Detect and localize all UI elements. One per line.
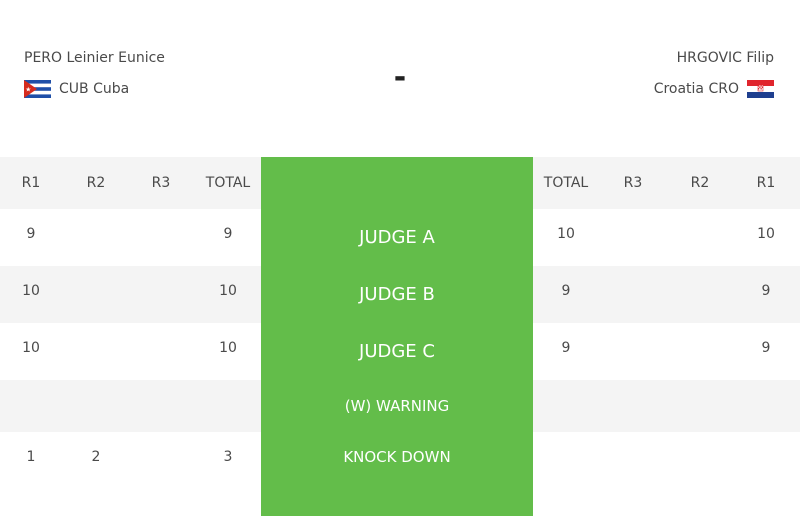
warning-label: (W) WARNING bbox=[344, 397, 450, 415]
left-athlete-country: CUB Cuba bbox=[24, 80, 129, 98]
column-header-total-right: TOTAL bbox=[543, 175, 589, 191]
right-r1-score: 9 bbox=[761, 340, 771, 356]
column-header-r1: R1 bbox=[21, 175, 41, 191]
column-header-total: TOTAL bbox=[205, 175, 251, 191]
right-total-score: 10 bbox=[557, 226, 575, 242]
left-r1-score: 10 bbox=[22, 340, 40, 356]
left-r2-score: 2 bbox=[91, 449, 101, 465]
column-header-r1-right: R1 bbox=[756, 175, 776, 191]
judge-b-label: JUDGE B bbox=[359, 284, 435, 305]
left-total-score: 9 bbox=[223, 226, 233, 242]
left-r1-score: 9 bbox=[26, 226, 36, 242]
column-header-r3: R3 bbox=[151, 175, 171, 191]
left-r1-score: 10 bbox=[22, 283, 40, 299]
judge-c-label: JUDGE C bbox=[359, 341, 435, 362]
column-header-r3-right: R3 bbox=[623, 175, 643, 191]
right-total-score: 9 bbox=[561, 340, 571, 356]
left-athlete-name[interactable]: PERO Leinier Eunice bbox=[24, 50, 165, 66]
knock-down-label: KNOCK DOWN bbox=[343, 448, 451, 466]
column-header-r2-right: R2 bbox=[690, 175, 710, 191]
judges-panel: JUDGE A JUDGE B JUDGE C (W) WARNING KNOC… bbox=[261, 157, 533, 516]
left-total-score: 3 bbox=[223, 449, 233, 465]
cuba-flag-icon bbox=[24, 80, 51, 98]
bout-score: - bbox=[393, 60, 407, 95]
right-athlete-country: Croatia CRO bbox=[654, 80, 774, 98]
croatia-flag-icon bbox=[747, 80, 774, 98]
bout-header: PERO Leinier Eunice CUB Cuba - HRGOVIC F… bbox=[0, 0, 800, 157]
right-r1-score: 10 bbox=[757, 226, 775, 242]
left-athlete-country-text: CUB Cuba bbox=[59, 81, 130, 97]
left-r1-score: 1 bbox=[26, 449, 36, 465]
column-header-r2: R2 bbox=[86, 175, 106, 191]
left-total-score: 10 bbox=[219, 283, 237, 299]
left-total-score: 10 bbox=[219, 340, 237, 356]
right-athlete-name[interactable]: HRGOVIC Filip bbox=[676, 50, 774, 66]
right-total-score: 9 bbox=[561, 283, 571, 299]
right-athlete-country-text: Croatia CRO bbox=[653, 81, 739, 97]
judge-a-label: JUDGE A bbox=[359, 227, 435, 248]
right-r1-score: 9 bbox=[761, 283, 771, 299]
